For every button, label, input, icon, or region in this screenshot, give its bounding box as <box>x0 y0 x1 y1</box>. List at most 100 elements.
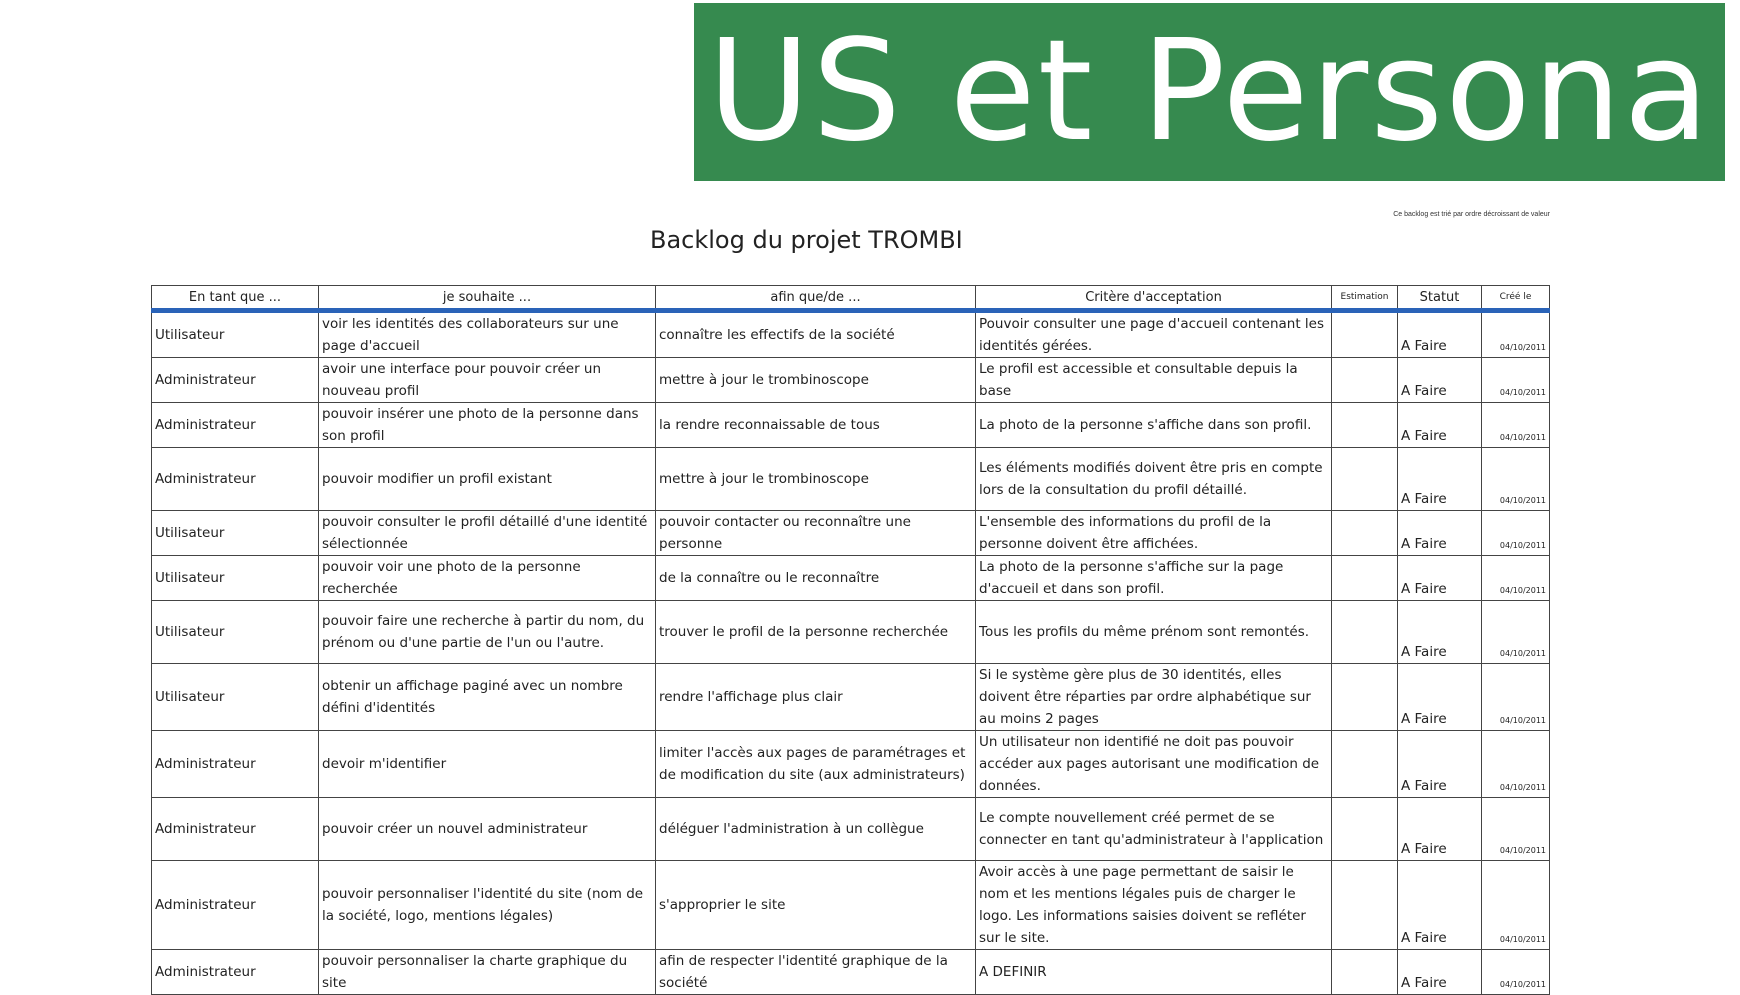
cell-status: A Faire <box>1397 600 1482 664</box>
table-row: Utilisateur pouvoir voir une photo de la … <box>151 555 1550 601</box>
cell-estimation <box>1331 555 1398 601</box>
cell-estimation <box>1331 600 1398 664</box>
header-critere: Critère d'acceptation <box>975 285 1332 313</box>
cell-wish: pouvoir créer un nouvel administrateur <box>318 797 656 861</box>
cell-status: A Faire <box>1397 663 1482 731</box>
cell-status: A Faire <box>1397 447 1482 511</box>
cell-status: A Faire <box>1397 730 1482 798</box>
cell-role: Utilisateur <box>151 555 319 601</box>
cell-criteria: Si le système gère plus de 30 identités,… <box>975 663 1332 731</box>
table-header-row: En tant que ... je souhaite ... afin que… <box>151 285 1550 313</box>
cell-date: 04/10/2011 <box>1481 949 1550 995</box>
table-row: Administrateur avoir une interface pour p… <box>151 357 1550 403</box>
cell-goal: s'approprier le site <box>655 860 976 950</box>
cell-wish: avoir une interface pour pouvoir créer u… <box>318 357 656 403</box>
cell-goal: rendre l'affichage plus clair <box>655 663 976 731</box>
cell-date: 04/10/2011 <box>1481 730 1550 798</box>
table-row: Utilisateur voir les identités des collab… <box>151 310 1550 358</box>
table-row: Utilisateur obtenir un affichage paginé a… <box>151 663 1550 731</box>
cell-role: Administrateur <box>151 860 319 950</box>
cell-wish: pouvoir modifier un profil existant <box>318 447 656 511</box>
cell-estimation <box>1331 510 1398 556</box>
cell-criteria: L'ensemble des informations du profil de… <box>975 510 1332 556</box>
cell-role: Administrateur <box>151 357 319 403</box>
cell-role: Administrateur <box>151 447 319 511</box>
cell-wish: pouvoir insérer une photo de la personne… <box>318 402 656 448</box>
cell-date: 04/10/2011 <box>1481 663 1550 731</box>
table-row: Administrateur pouvoir insérer une photo … <box>151 402 1550 448</box>
cell-estimation <box>1331 663 1398 731</box>
header-en-tant-que: En tant que ... <box>151 285 319 313</box>
cell-estimation <box>1331 402 1398 448</box>
cell-estimation <box>1331 447 1398 511</box>
cell-date: 04/10/2011 <box>1481 357 1550 403</box>
cell-role: Administrateur <box>151 402 319 448</box>
table-row: Administrateur pouvoir créer un nouvel ad… <box>151 797 1550 861</box>
cell-status: A Faire <box>1397 402 1482 448</box>
cell-estimation <box>1331 310 1398 358</box>
cell-status: A Faire <box>1397 510 1482 556</box>
table-row: Administrateur pouvoir personnaliser l'id… <box>151 860 1550 950</box>
cell-date: 04/10/2011 <box>1481 860 1550 950</box>
cell-wish: pouvoir consulter le profil détaillé d'u… <box>318 510 656 556</box>
cell-goal: pouvoir contacter ou reconnaître une per… <box>655 510 976 556</box>
cell-criteria: Les éléments modifiés doivent être pris … <box>975 447 1332 511</box>
header-estimation: Estimation <box>1331 285 1398 313</box>
cell-role: Utilisateur <box>151 663 319 731</box>
table-row: Administrateur pouvoir personnaliser la c… <box>151 949 1550 995</box>
cell-estimation <box>1331 730 1398 798</box>
cell-criteria: La photo de la personne s'affiche dans s… <box>975 402 1332 448</box>
cell-status: A Faire <box>1397 357 1482 403</box>
cell-status: A Faire <box>1397 555 1482 601</box>
header-statut: Statut <box>1397 285 1482 313</box>
cell-role: Utilisateur <box>151 310 319 358</box>
cell-wish: devoir m'identifier <box>318 730 656 798</box>
cell-status: A Faire <box>1397 310 1482 358</box>
cell-wish: pouvoir personnaliser l'identité du site… <box>318 860 656 950</box>
header-afin-que: afin que/de ... <box>655 285 976 313</box>
cell-estimation <box>1331 357 1398 403</box>
cell-date: 04/10/2011 <box>1481 447 1550 511</box>
cell-criteria: La photo de la personne s'affiche sur la… <box>975 555 1332 601</box>
cell-estimation <box>1331 860 1398 950</box>
cell-goal: déléguer l'administration à un collègue <box>655 797 976 861</box>
cell-estimation <box>1331 949 1398 995</box>
backlog-sort-note: Ce backlog est trié par ordre décroissan… <box>1393 211 1550 218</box>
cell-wish: pouvoir voir une photo de la personne re… <box>318 555 656 601</box>
cell-status: A Faire <box>1397 797 1482 861</box>
cell-date: 04/10/2011 <box>1481 797 1550 861</box>
cell-date: 04/10/2011 <box>1481 555 1550 601</box>
cell-goal: de la connaître ou le reconnaître <box>655 555 976 601</box>
cell-date: 04/10/2011 <box>1481 510 1550 556</box>
cell-criteria: Avoir accès à une page permettant de sai… <box>975 860 1332 950</box>
cell-goal: limiter l'accès aux pages de paramétrage… <box>655 730 976 798</box>
backlog-table: En tant que ... je souhaite ... afin que… <box>151 285 1550 995</box>
cell-status: A Faire <box>1397 860 1482 950</box>
cell-criteria: Un utilisateur non identifié ne doit pas… <box>975 730 1332 798</box>
cell-criteria: Pouvoir consulter une page d'accueil con… <box>975 310 1332 358</box>
cell-date: 04/10/2011 <box>1481 402 1550 448</box>
title-banner: US et Persona <box>694 3 1725 181</box>
cell-role: Utilisateur <box>151 510 319 556</box>
cell-goal: mettre à jour le trombinoscope <box>655 357 976 403</box>
cell-wish: obtenir un affichage paginé avec un nomb… <box>318 663 656 731</box>
cell-criteria: Le compte nouvellement créé permet de se… <box>975 797 1332 861</box>
cell-criteria: A DEFINIR <box>975 949 1332 995</box>
table-row: Utilisateur pouvoir consulter le profil d… <box>151 510 1550 556</box>
cell-role: Administrateur <box>151 730 319 798</box>
cell-wish: pouvoir faire une recherche à partir du … <box>318 600 656 664</box>
cell-wish: pouvoir personnaliser la charte graphiqu… <box>318 949 656 995</box>
header-cree-le: Créé le <box>1481 285 1550 313</box>
table-row: Administrateur devoir m'identifier limiter… <box>151 730 1550 798</box>
cell-date: 04/10/2011 <box>1481 310 1550 358</box>
table-row: Administrateur pouvoir modifier un profil… <box>151 447 1550 511</box>
header-je-souhaite: je souhaite ... <box>318 285 656 313</box>
cell-criteria: Tous les profils du même prénom sont rem… <box>975 600 1332 664</box>
banner-title: US et Persona <box>707 10 1712 173</box>
cell-criteria: Le profil est accessible et consultable … <box>975 357 1332 403</box>
cell-goal: mettre à jour le trombinoscope <box>655 447 976 511</box>
cell-goal: connaître les effectifs de la société <box>655 310 976 358</box>
cell-role: Utilisateur <box>151 600 319 664</box>
cell-role: Administrateur <box>151 949 319 995</box>
cell-estimation <box>1331 797 1398 861</box>
